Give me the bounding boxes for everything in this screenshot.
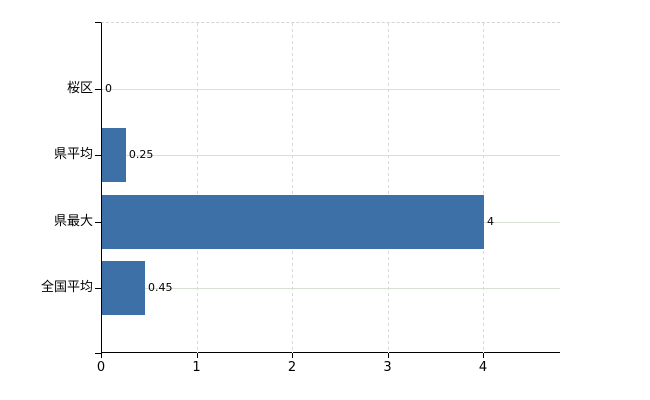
horizontal-gridline [102,89,560,90]
y-axis-tick [95,222,101,223]
vertical-gridline [483,23,484,353]
bar[interactable] [102,128,126,182]
x-axis-tick [292,353,293,358]
category-label: 県最大 [53,214,93,229]
x-axis-tick [101,353,102,358]
vertical-gridline [387,23,389,353]
bar[interactable] [102,195,484,249]
horizontal-gridline [102,288,560,289]
x-axis-tick [196,353,198,358]
y-axis-tick [95,89,101,90]
x-tick-label: 2 [287,360,297,375]
y-axis-tick [95,288,101,289]
y-axis-tick [95,155,101,156]
x-axis-tick [483,353,484,358]
horizontal-gridline [102,155,560,156]
x-tick-label: 3 [383,360,392,375]
axis-end-tick [95,22,101,23]
category-label: 県平均 [53,147,93,162]
x-tick-label: 4 [478,360,488,375]
bar-value-label: 4 [487,215,494,228]
x-axis-tick [387,353,389,358]
bar[interactable] [102,261,145,315]
plot-area [101,22,560,353]
bar-value-label: 0.45 [147,281,173,294]
category-label: 桜区 [66,81,93,96]
vertical-gridline [292,23,293,353]
bar-value-label: 0.25 [128,148,154,161]
vertical-gridline [196,23,198,353]
bar-value-label: 0 [105,82,112,95]
category-label: 全国平均 [40,280,93,295]
x-tick-label: 1 [192,360,201,375]
axis-end-tick [95,353,101,354]
x-tick-label: 0 [96,360,106,375]
